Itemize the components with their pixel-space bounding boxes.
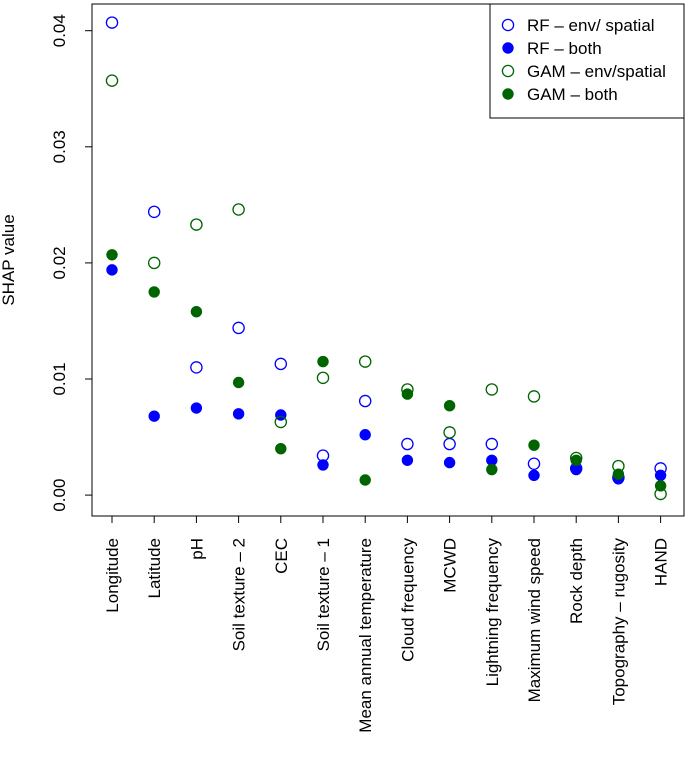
series-0-point xyxy=(232,321,245,335)
series-1-point xyxy=(275,409,287,421)
legend-box xyxy=(489,3,685,119)
series-2-point xyxy=(485,383,499,396)
series-1-point xyxy=(654,469,667,482)
series-0-point xyxy=(443,437,456,451)
series-3-point xyxy=(106,249,118,261)
x-tick-label: Soil texture – 1 xyxy=(314,538,333,651)
x-tick-label: Latitude xyxy=(145,538,164,599)
series-0-point xyxy=(105,16,119,29)
x-tick-label: Cloud frequency xyxy=(398,538,417,662)
series-3-point xyxy=(148,286,160,298)
series-1-point xyxy=(232,408,245,420)
x-tick-label: MCWD xyxy=(441,538,460,593)
x-tick-label: Maximum wind speed xyxy=(525,538,544,702)
series-3-point xyxy=(232,376,245,389)
legend-marker xyxy=(501,18,515,32)
series-0-point xyxy=(401,437,414,451)
series-0-point xyxy=(358,394,372,408)
x-tick-label: Soil texture – 2 xyxy=(230,538,249,651)
series-0-point xyxy=(274,357,288,371)
series-2-point xyxy=(316,371,330,385)
legend-label: GAM – env/spatial xyxy=(527,62,666,81)
y-axis: 0.00 0.01 0.02 0.03 0.04 xyxy=(50,14,93,512)
series-3-point xyxy=(528,439,540,451)
x-tick-label: pH xyxy=(187,538,206,560)
series-1-point xyxy=(106,264,118,276)
x-tick-label: HAND xyxy=(652,538,671,586)
series-2-point xyxy=(443,426,456,439)
y-tick-label: 0.00 xyxy=(50,479,69,512)
series-3-point xyxy=(275,442,287,455)
series-2-point xyxy=(147,256,161,270)
series-3-point xyxy=(486,463,498,476)
series-3-point xyxy=(359,474,371,486)
series-1-point xyxy=(443,456,456,469)
x-tick-label: Topography – rugosity xyxy=(609,538,628,706)
series-1-point xyxy=(359,429,371,441)
x-tick-label: Mean annual temperature xyxy=(356,538,375,733)
series-0-point xyxy=(190,361,203,374)
series-1-point xyxy=(317,459,329,471)
series-3-point xyxy=(570,454,582,466)
series-2-point xyxy=(105,74,119,87)
y-tick-label: 0.01 xyxy=(50,362,69,395)
legend-label: RF – env/ spatial xyxy=(527,16,655,35)
x-axis: Longitude Latitude pH Soil texture – 2 CEC So… xyxy=(103,515,671,733)
series-3-point xyxy=(317,355,329,368)
series-3-point xyxy=(443,400,456,412)
y-axis-label: SHAP value xyxy=(0,214,18,305)
legend-label: GAM – both xyxy=(527,85,618,104)
legend-marker xyxy=(502,42,514,54)
legend: RF – env/ spatial RF – both GAM – env/spat… xyxy=(489,3,685,119)
y-tick-label: 0.02 xyxy=(50,246,69,279)
y-tick-label: 0.04 xyxy=(50,14,69,47)
series-0-point xyxy=(147,205,161,219)
series-3-point xyxy=(401,388,414,400)
legend-marker xyxy=(501,64,515,78)
series-0-point xyxy=(485,437,499,451)
x-tick-label: CEC xyxy=(272,538,291,574)
x-tick-label: Lightning frequency xyxy=(483,538,502,687)
series-2-point xyxy=(358,355,372,368)
series-3-point xyxy=(654,480,667,492)
legend-marker xyxy=(502,88,514,100)
series-3-point xyxy=(612,468,625,480)
series-2-point xyxy=(232,203,245,216)
series-2-point xyxy=(274,415,288,429)
legend-label: RF – both xyxy=(527,39,602,58)
series-1-point xyxy=(148,410,160,422)
x-tick-label: Longitude xyxy=(103,538,122,613)
series-1-point xyxy=(401,454,414,466)
series-2-point xyxy=(527,390,541,403)
series-0-point xyxy=(527,457,541,471)
series-1-point xyxy=(190,402,203,414)
series-3-point xyxy=(190,305,203,318)
data-points xyxy=(105,16,667,501)
x-tick-label: Rock depth xyxy=(567,538,586,624)
series-2-point xyxy=(190,218,203,231)
series-1-point xyxy=(528,469,540,482)
y-tick-label: 0.03 xyxy=(50,130,69,163)
